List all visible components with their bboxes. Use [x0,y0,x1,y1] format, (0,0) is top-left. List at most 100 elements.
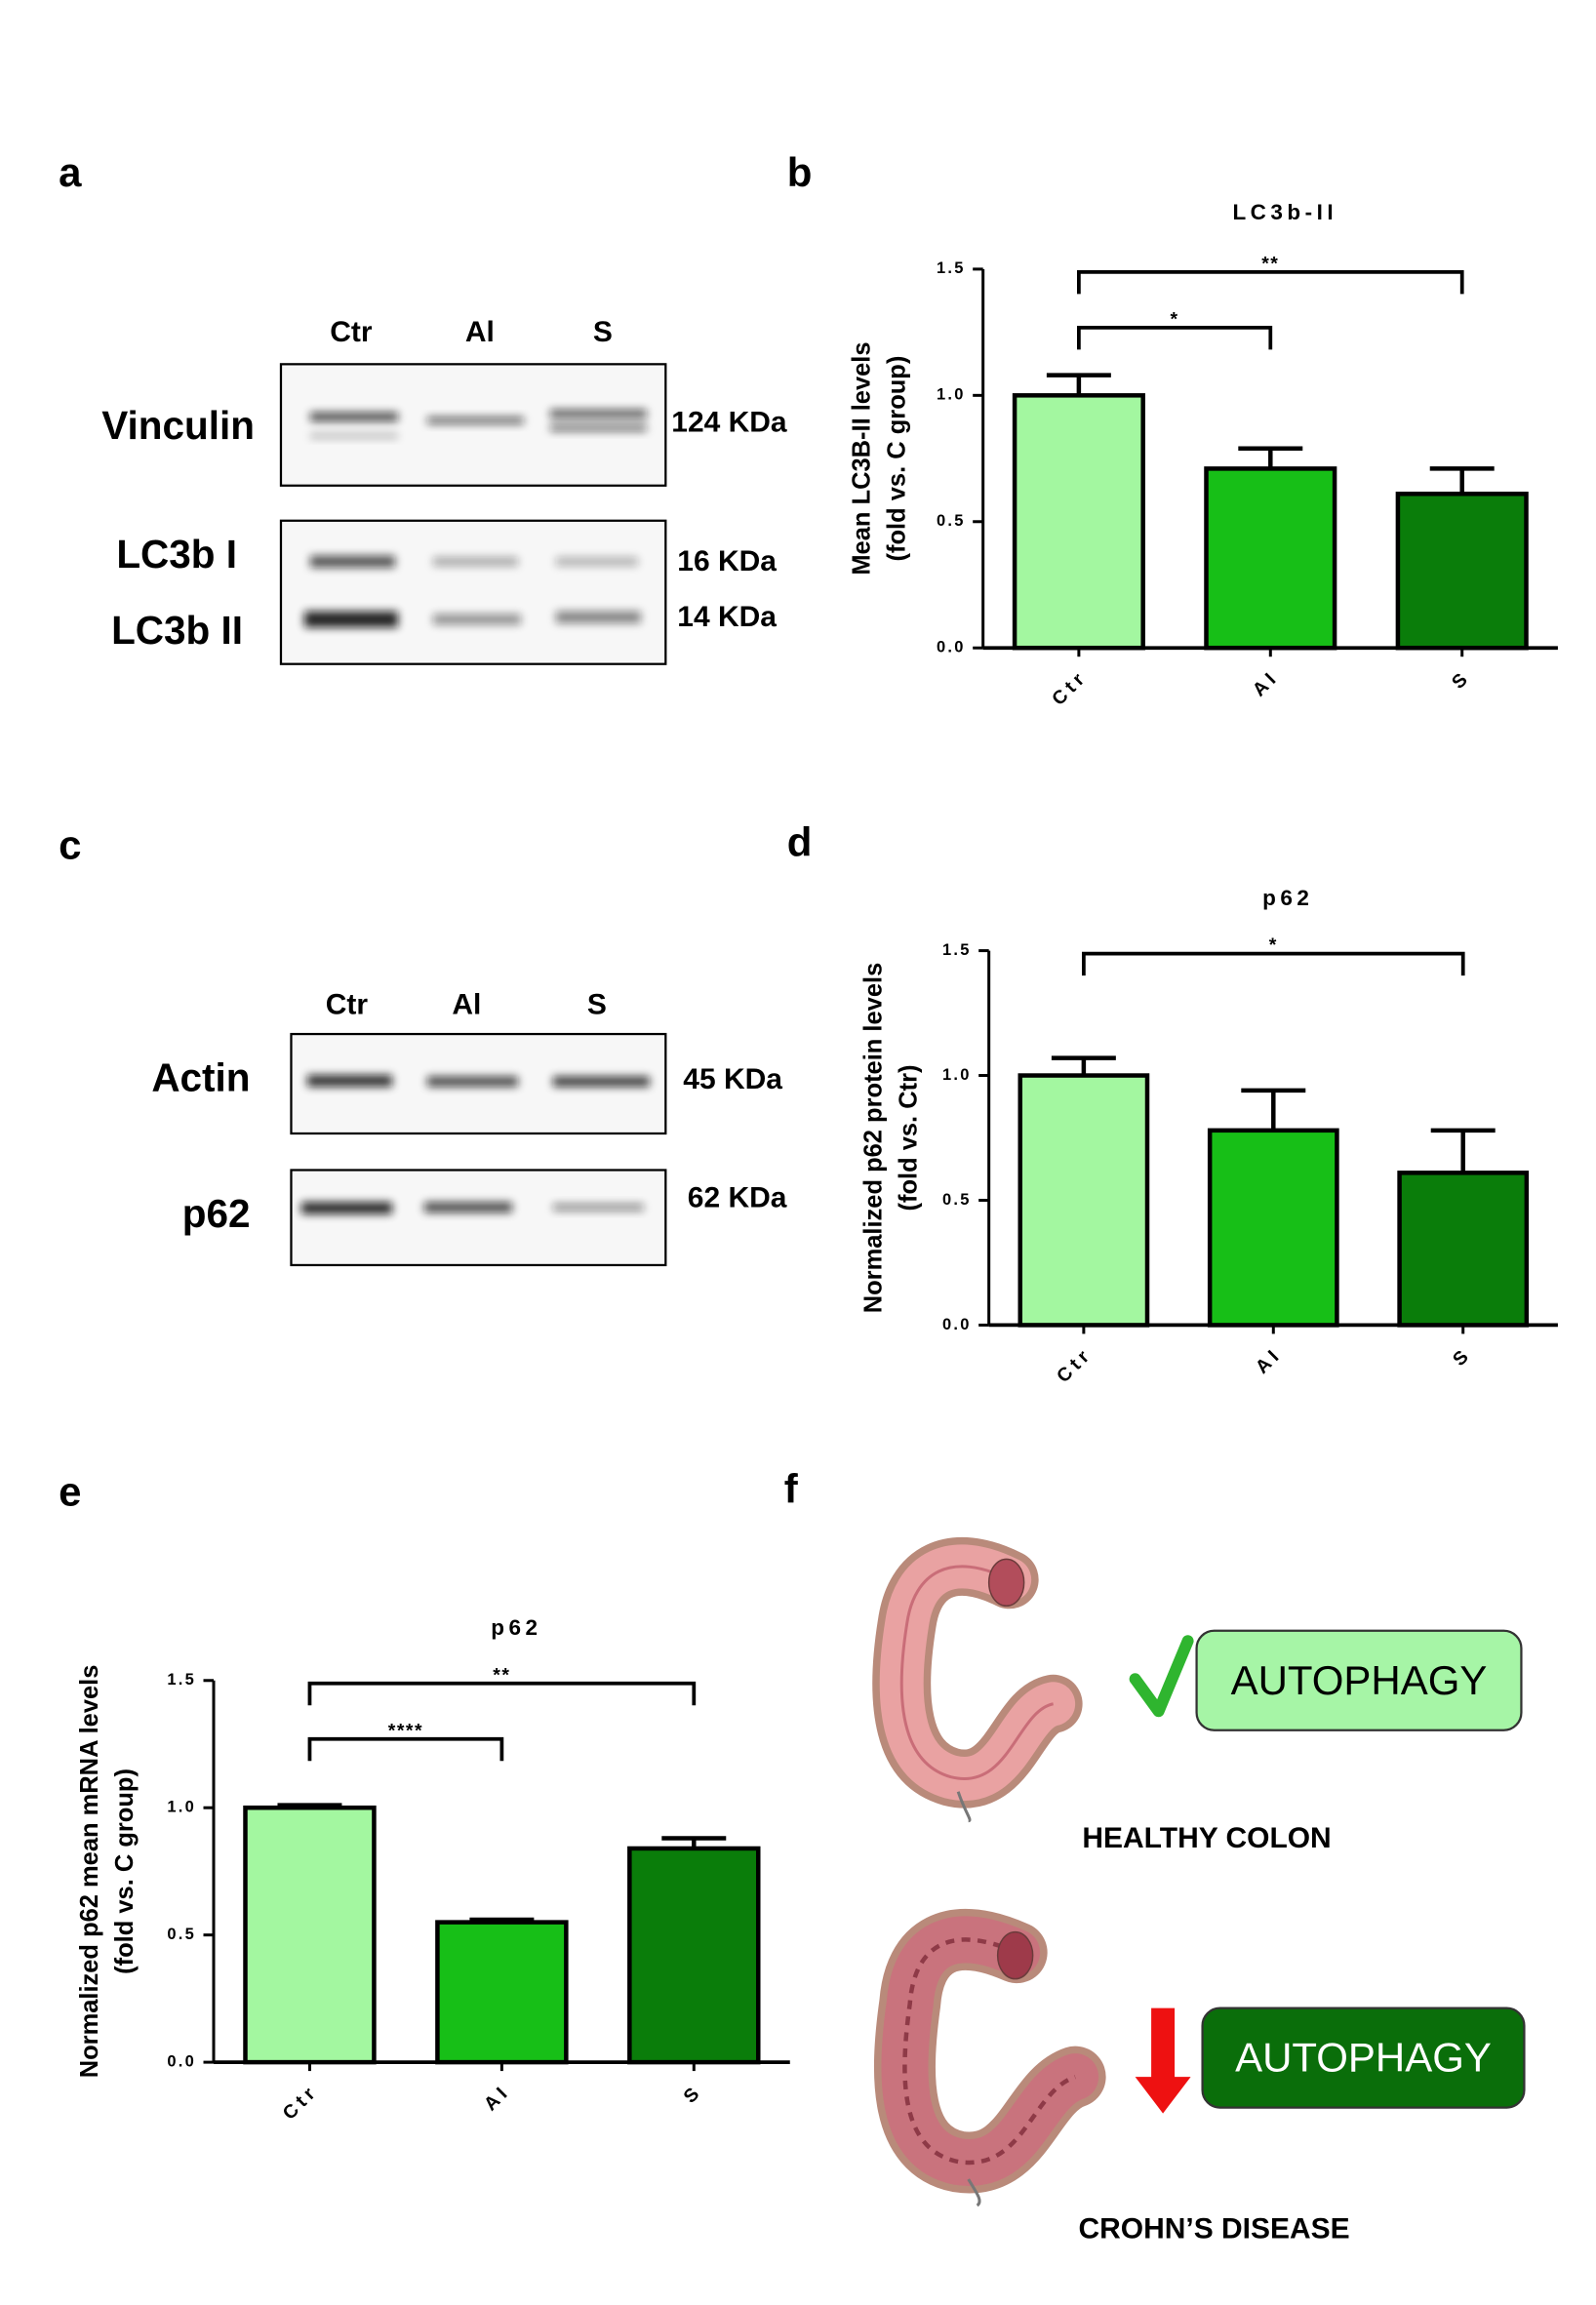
panel-label: f [784,1465,799,1511]
lane-label: Ctr [330,316,373,348]
row-label: Vinculin [101,403,255,448]
lane-label: Ctr [326,988,369,1020]
y-tick-label: 0.0 [942,1316,972,1333]
lane-label: Al [452,988,481,1020]
significance-label: * [1171,309,1179,331]
y-tick-label: 1.0 [937,386,966,404]
significance-bracket [307,1681,697,1706]
caption: CROHN’S DISEASE [1079,2212,1350,2245]
western-blot: Ctr Al S Vinculin 124 KDa LC3b I LC3b II… [101,316,787,665]
chart-title: p62 [1262,886,1313,910]
row-label: LC3b I [116,532,237,576]
bar-chart: p62 Normalized p62 mean mRNA levels (fold … [76,1615,790,2125]
significance-label: ** [493,1664,510,1686]
row-label: Actin [151,1055,250,1100]
blot-band [549,423,647,432]
bar [435,1920,569,2065]
significance-bracket [1077,325,1273,350]
colon-crohns [873,1908,1106,2207]
colon-healthy [872,1536,1083,1823]
size-label: 45 KDa [683,1063,782,1095]
bar [1012,393,1145,651]
y-axis-label: Mean LC3B-II levels [848,341,875,575]
chart-title: p62 [491,1615,541,1640]
x-tick-label: S [680,2081,707,2108]
lane-label: S [593,316,613,348]
bar [1017,1073,1150,1328]
blot-band [432,557,518,567]
y-axis-label: (fold vs. Ctr) [895,1065,922,1212]
significance-bracket [1082,951,1465,976]
significance-bracket [307,1736,504,1762]
significance-label: * [1269,934,1278,956]
box-text: AUTOPHAGY [1231,1657,1488,1703]
lane-label: S [587,988,607,1020]
lane-label: Al [465,316,495,348]
significance-label: ** [1261,254,1279,275]
y-tick-label: 1.5 [167,1671,196,1689]
significance-label: **** [388,1720,423,1741]
panel-label: c [59,822,81,868]
blot-band [300,1202,392,1214]
size-label: 16 KDa [677,545,777,577]
panel-label: d [787,819,813,865]
x-tick-label: AI [1252,1343,1287,1378]
size-label: 62 KDa [688,1181,787,1213]
y-tick-label: 0.5 [167,1926,196,1943]
blot-band [309,432,398,439]
row-label: LC3b II [111,608,243,653]
bar [627,1846,761,2065]
blot-band [309,412,398,421]
blot-band [549,409,647,418]
size-label: 124 KDa [671,407,787,439]
x-tick-label: AI [1249,666,1284,701]
blot-band [309,555,395,568]
y-axis-label: (fold vs. C group) [883,356,910,562]
y-tick-label: 1.5 [937,259,966,277]
blot-band [552,1076,650,1088]
y-tick-label: 1.5 [942,941,972,959]
bar-chart: LC3b-II Mean LC3B-II levels (fold vs. C gr… [848,200,1558,710]
y-axis-label: Normalized p62 mean mRNA levels [76,1665,103,2079]
bar [243,1805,377,2065]
y-tick-label: 0.5 [937,512,966,530]
panel-label: e [59,1468,81,1514]
autophagy-box [1195,1629,1523,1731]
y-tick-label: 0.0 [167,2052,196,2070]
blot-membrane [279,519,667,665]
caption: HEALTHY COLON [1082,1822,1331,1854]
y-axis-label: (fold vs. C group) [111,1768,139,1974]
blot-band [426,417,524,424]
blot-membrane [290,1169,667,1267]
blot-band [423,1202,512,1212]
row-label: p62 [182,1191,251,1236]
illustration: AUTOPHAGY HEALTHY COLON AUTOPHAGY CROHN’… [872,1536,1526,2245]
blot-band [552,1203,644,1212]
y-tick-label: 0.5 [942,1191,972,1209]
x-tick-label: Ctr [279,2081,323,2125]
y-tick-label: 1.0 [942,1066,972,1084]
bar [1204,466,1337,651]
western-blot: Ctr Al S Actin 45 KDa p62 62 KDa [151,988,787,1267]
bar [1397,1171,1530,1328]
panel-label: a [59,149,82,195]
panel-label: b [787,149,813,195]
bar [1207,1128,1339,1328]
size-label: 14 KDa [677,601,777,633]
bar-chart: p62 Normalized p62 protein levels (fold vs… [859,886,1558,1387]
x-tick-label: Ctr [1053,1343,1097,1387]
box-text: AUTOPHAGY [1235,2035,1492,2081]
x-tick-label: S [1448,666,1475,694]
y-tick-label: 0.0 [937,639,966,656]
bar [1395,492,1529,651]
y-axis-label: Normalized p62 protein levels [859,963,887,1314]
x-tick-label: AI [480,2081,515,2116]
down-arrow [1135,2007,1191,2114]
chart-title: LC3b-II [1232,200,1337,224]
blot-band [432,614,521,625]
blot-band [306,1075,392,1088]
significance-bracket [1077,270,1464,295]
blot-band [426,1076,518,1088]
